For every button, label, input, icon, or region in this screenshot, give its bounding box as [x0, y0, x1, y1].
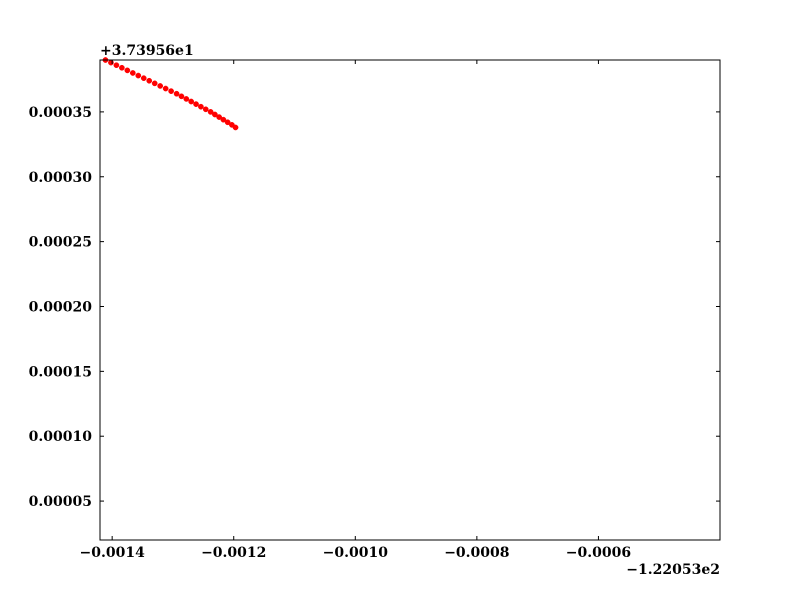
x-tick-label: −0.0012 [201, 545, 266, 561]
x-tick-label: −0.0008 [444, 545, 509, 561]
y-tick-label: 0.00005 [29, 494, 92, 510]
data-point [162, 85, 169, 92]
data-point [168, 88, 174, 94]
y-tick-label: 0.00015 [29, 364, 92, 380]
data-points [102, 57, 239, 131]
data-point [202, 106, 209, 113]
y-tick-label: 0.00030 [29, 170, 93, 186]
data-point [140, 75, 147, 82]
data-point [108, 59, 114, 66]
data-point [178, 93, 185, 100]
x-tick-label: −0.0010 [323, 545, 389, 561]
y-tick-label: 0.00025 [29, 235, 92, 251]
data-point [198, 103, 204, 110]
data-point [129, 70, 136, 76]
x-tick-label: −0.0006 [566, 545, 631, 561]
data-point [207, 109, 214, 115]
data-point [216, 114, 222, 120]
data-point [183, 96, 190, 102]
y-tick-label: 0.00020 [29, 299, 93, 315]
y-offset-label: +3.73956e1 [100, 43, 194, 59]
data-point [157, 83, 164, 89]
data-point [220, 116, 227, 123]
data-point [212, 111, 218, 118]
data-point [224, 119, 231, 126]
axis-ticks: −0.0014 −0.0012 −0.0010 −0.0008 −0.0006 0.000… [29, 60, 720, 561]
y-tick-label: 0.00010 [29, 429, 93, 445]
x-tick-label: −0.0014 [80, 545, 146, 561]
data-point [232, 124, 239, 131]
data-point [119, 64, 125, 71]
data-point [124, 67, 131, 74]
data-point [173, 90, 180, 97]
data-point [188, 98, 195, 105]
y-tick-label: 0.00035 [29, 105, 92, 121]
plot-area [100, 60, 720, 540]
x-offset-label: −1.22053e2 [626, 562, 720, 578]
data-point [113, 62, 120, 69]
plot-frame [99, 59, 721, 541]
data-point [146, 77, 153, 84]
data-point [135, 72, 142, 79]
data-point [151, 80, 158, 87]
data-point [193, 101, 199, 107]
